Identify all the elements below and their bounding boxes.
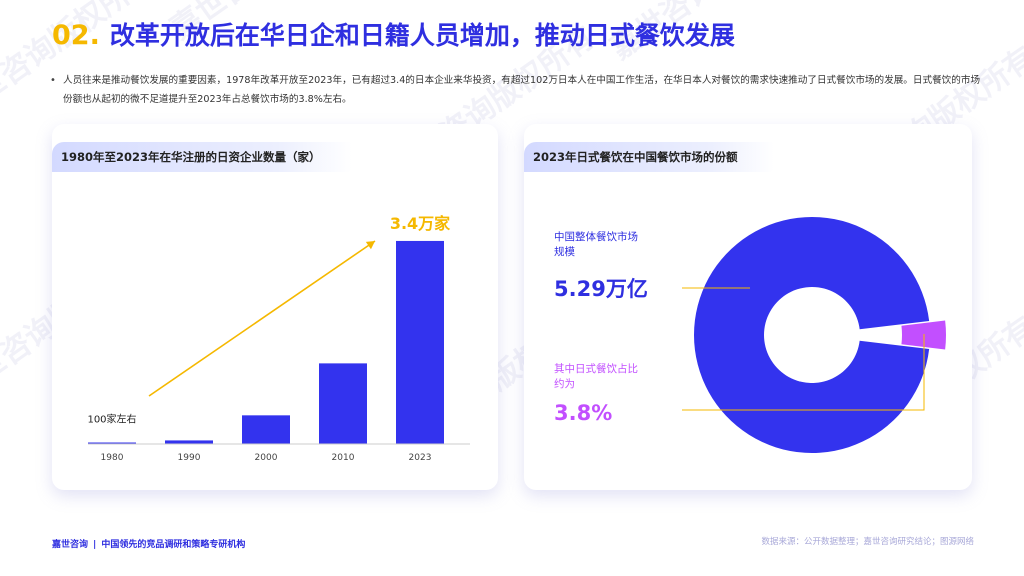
company-count-card: 1980年至2023年在华注册的日资企业数量（家） 1980 1990 2000 20… xyxy=(52,124,498,490)
total-label-line1: 中国整体餐饮市场 xyxy=(554,230,638,243)
title-text: 改革开放后在华日企和日籍人员增加，推动日式餐饮发展 xyxy=(109,21,735,50)
page-title: 02. 改革开放后在华日企和日籍人员增加，推动日式餐饮发展 xyxy=(52,16,735,56)
share-label-line1: 其中日式餐饮占比 xyxy=(554,362,638,375)
x-tick-label: 1980 xyxy=(101,453,124,463)
bullet-icon: • xyxy=(50,75,56,86)
x-tick-label: 2010 xyxy=(332,453,355,463)
first-bar-label: 100家左右 xyxy=(87,413,136,426)
footer-brand: 嘉世咨询 | 中国领先的竞品调研和策略专研机构 xyxy=(52,537,245,550)
trend-arrow-head xyxy=(365,241,375,250)
bar-1980 xyxy=(88,442,136,444)
intro-text: 人员往来是推动餐饮发展的重要因素，1978年改革开放至2023年，已有超过3.4… xyxy=(63,75,981,105)
total-label-line2: 规模 xyxy=(554,245,575,258)
data-source: 数据来源：公开数据整理；嘉世咨询研究结论；图源网络 xyxy=(761,537,974,547)
trend-arrow-line xyxy=(148,240,376,397)
brand-tagline: 中国领先的竞品调研和策略专研机构 xyxy=(101,540,246,550)
intro-paragraph: • 人员往来是推动餐饮发展的重要因素，1978年改革开放至2023年，已有超过3… xyxy=(50,71,985,109)
x-tick-label: 2023 xyxy=(409,453,432,463)
bar-2000 xyxy=(242,415,290,444)
market-share-card: 2023年日式餐饮在中国餐饮市场的份额 中国整体餐饮市场 规模 5.29万亿其中日式… xyxy=(524,124,972,490)
brand-name: 嘉世咨询 xyxy=(52,540,89,550)
section-number: 02. xyxy=(52,20,100,51)
donut-slice-total xyxy=(694,216,930,453)
bar-1990 xyxy=(165,440,213,444)
bar-2010 xyxy=(319,363,367,444)
footer-separator: | xyxy=(93,540,97,550)
total-value: 5.29万亿 xyxy=(554,277,648,301)
donut-chart-header: 2023年日式餐饮在中国餐饮市场的份额 xyxy=(524,142,774,172)
share-leader-line xyxy=(682,334,925,411)
last-bar-label: 3.4万家 xyxy=(390,214,451,233)
x-tick-label: 1990 xyxy=(178,453,201,463)
share-value: 3.8% xyxy=(554,401,612,425)
share-label-line2: 约为 xyxy=(554,377,575,390)
bar-2023 xyxy=(396,240,444,444)
bar-chart: 1980 1990 2000 2010 2023 100家左右 3.4万家 xyxy=(87,214,470,463)
x-tick-label: 2000 xyxy=(255,453,278,463)
bar-chart-header: 1980年至2023年在华注册的日资企业数量（家） xyxy=(52,142,352,172)
